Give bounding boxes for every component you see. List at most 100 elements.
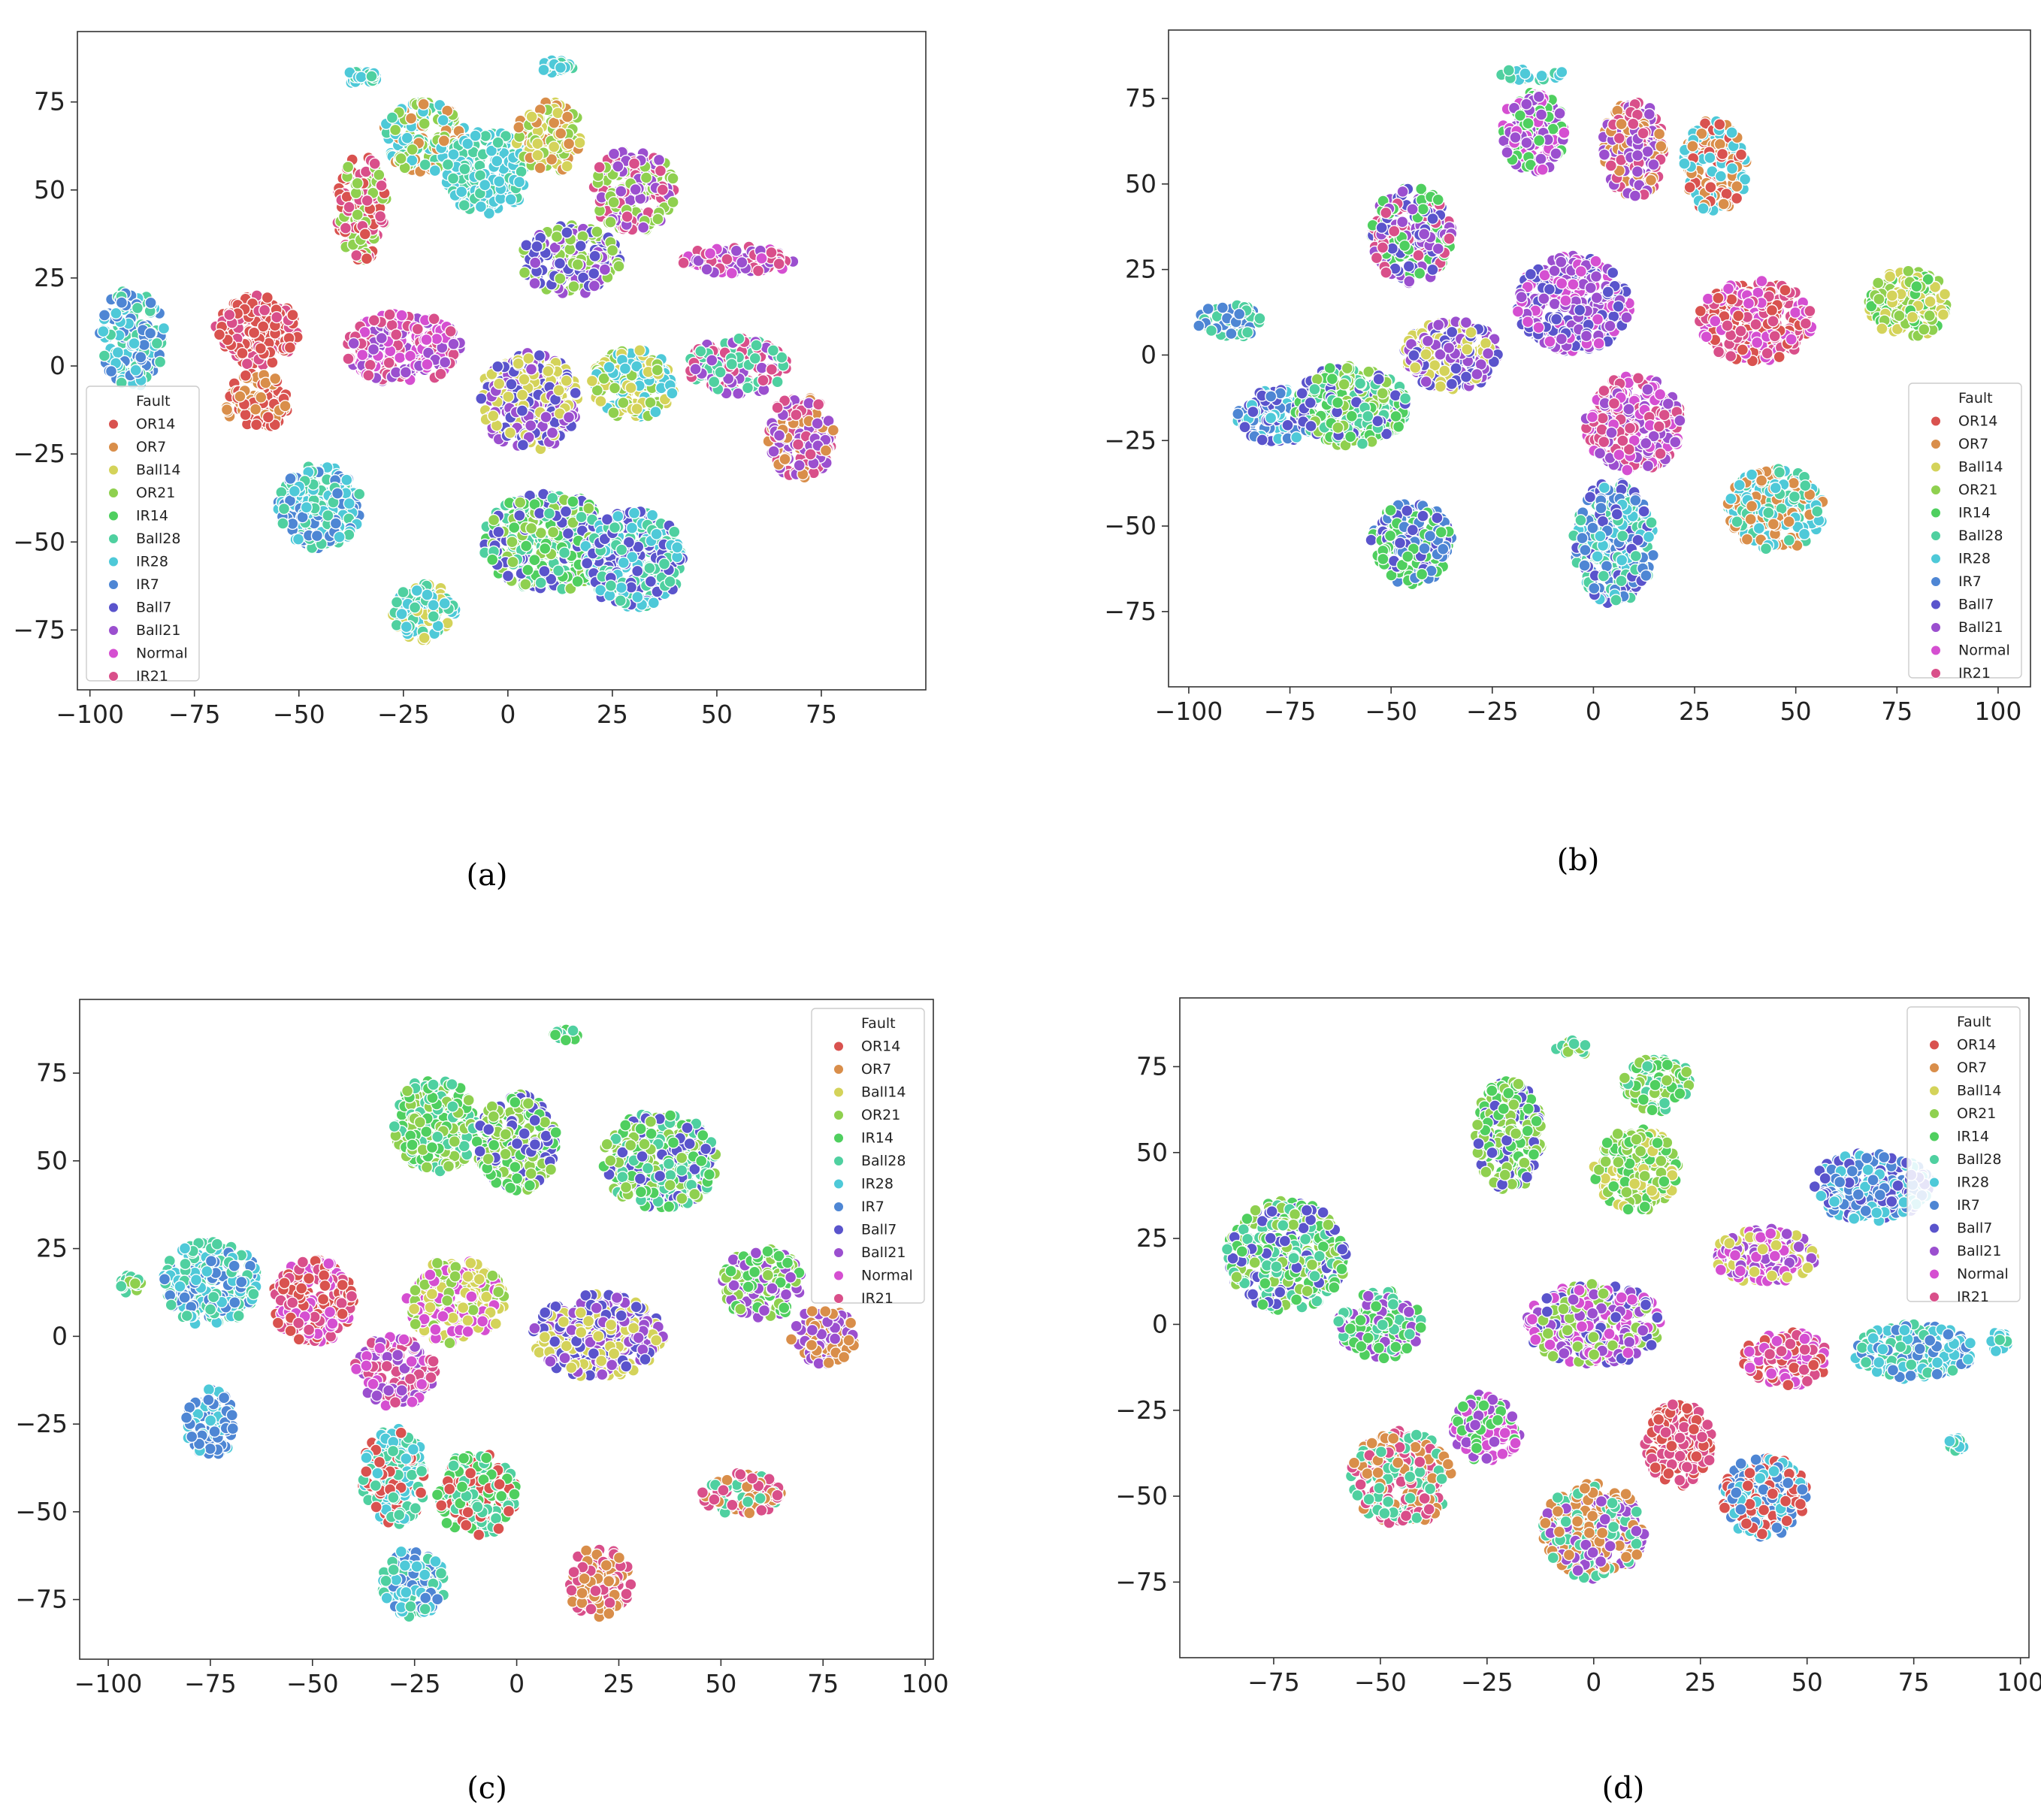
x-tick-label: −25: [377, 700, 430, 729]
data-point: [525, 363, 538, 376]
data-point: [1376, 387, 1389, 400]
data-point: [339, 222, 352, 234]
data-point: [434, 367, 447, 380]
data-point: [138, 338, 151, 352]
data-point: [1558, 126, 1571, 139]
data-point: [492, 525, 505, 539]
data-point: [350, 249, 363, 262]
data-point: [520, 540, 533, 552]
data-point: [516, 388, 529, 401]
data-point: [1402, 260, 1416, 273]
data-point: [736, 256, 748, 269]
data-point: [431, 332, 443, 346]
data-point: [1435, 526, 1448, 539]
data-point: [1311, 373, 1324, 385]
data-point: [341, 160, 355, 174]
data-point: [625, 522, 639, 534]
data-point: [97, 325, 110, 338]
data-point: [475, 392, 488, 405]
data-point: [438, 597, 451, 610]
data-point: [630, 402, 643, 416]
data-point: [1376, 241, 1389, 254]
legend-title: Fault: [136, 393, 171, 410]
data-point: [397, 585, 410, 599]
scatter-panel-b: −100 −75 −50 −25 0 25 50 75 100−75−50−250255075F…: [1104, 29, 2031, 726]
data-point: [1383, 529, 1397, 543]
data-point: [562, 138, 576, 150]
data-point: [562, 411, 576, 424]
data-point: [671, 541, 684, 554]
data-point: [771, 376, 784, 388]
data-point: [554, 272, 567, 285]
data-point: [1392, 420, 1405, 433]
data-point: [234, 390, 246, 403]
data-point: [420, 333, 433, 346]
data-point: [262, 411, 275, 424]
data-point: [390, 596, 404, 609]
data-point: [1247, 405, 1259, 419]
data-point: [399, 366, 413, 379]
data-point: [1409, 361, 1422, 374]
data-point: [1460, 343, 1474, 356]
data-point: [1338, 378, 1350, 391]
data-point: [1604, 159, 1618, 172]
data-point: [513, 175, 526, 189]
data-point: [624, 381, 637, 395]
data-point: [1377, 552, 1389, 566]
data-point: [1471, 367, 1483, 381]
data-point: [458, 199, 470, 212]
data-point: [730, 244, 742, 257]
data-point: [104, 364, 118, 378]
data-point: [751, 265, 765, 277]
data-point: [360, 252, 373, 265]
y-tick-label: −75: [13, 615, 65, 644]
data-point: [1643, 107, 1656, 121]
data-point: [525, 419, 537, 432]
data-point: [1356, 437, 1369, 450]
data-point: [733, 332, 745, 345]
data-point: [1613, 132, 1626, 145]
y-tick-label: −25: [13, 439, 65, 468]
x-tick-label: 25: [597, 700, 628, 729]
data-point: [1434, 380, 1447, 393]
data-point: [538, 565, 551, 578]
data-point: [552, 384, 565, 397]
y-tick-label: 75: [34, 87, 65, 116]
data-point: [1401, 504, 1414, 517]
data-point: [1459, 316, 1473, 329]
data-point: [358, 228, 371, 240]
data-point: [757, 374, 770, 387]
data-point: [647, 597, 660, 609]
data-point: [1396, 185, 1409, 198]
data-point: [493, 377, 506, 390]
data-point: [111, 346, 125, 359]
data-point: [491, 136, 504, 149]
data-point: [585, 374, 599, 388]
data-point: [654, 165, 667, 177]
points-group: [93, 54, 840, 646]
legend-marker: [108, 625, 119, 636]
data-point: [588, 249, 601, 262]
data-point: [329, 517, 343, 530]
data-point: [479, 178, 491, 192]
data-point: [491, 360, 504, 373]
data-point: [395, 152, 407, 165]
data-point: [700, 263, 713, 276]
data-point: [1238, 421, 1251, 434]
data-point: [1415, 568, 1429, 581]
data-point: [1431, 512, 1444, 525]
data-point: [513, 121, 525, 134]
data-point: [588, 267, 600, 280]
data-point: [239, 369, 252, 382]
data-point: [493, 175, 506, 188]
data-point: [1412, 249, 1425, 262]
data-point: [548, 141, 561, 153]
data-point: [608, 382, 621, 395]
data-point: [573, 136, 586, 150]
data-point: [656, 183, 669, 196]
data-point: [1344, 431, 1357, 443]
data-point: [1345, 410, 1359, 422]
data-point: [528, 554, 541, 567]
data-point: [395, 309, 408, 322]
scatter-panel-a: −100 −75 −50 −25 0 25 50 75−75−50−250255075Faul…: [13, 31, 927, 729]
